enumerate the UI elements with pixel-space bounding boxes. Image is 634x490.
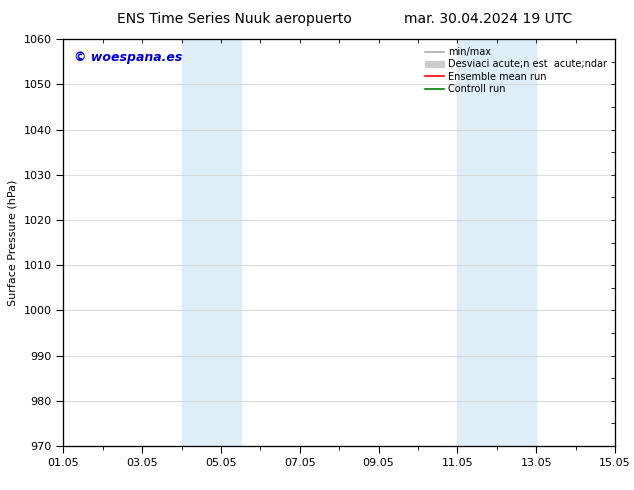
Text: ENS Time Series Nuuk aeropuerto: ENS Time Series Nuuk aeropuerto (117, 12, 352, 26)
Bar (457, 39, 536, 446)
Text: mar. 30.04.2024 19 UTC: mar. 30.04.2024 19 UTC (404, 12, 573, 26)
Legend: min/max, Desviaci acute;n est  acute;ndar, Ensemble mean run, Controll run: min/max, Desviaci acute;n est acute;ndar… (422, 44, 610, 97)
Bar (181, 39, 241, 446)
Text: © woespana.es: © woespana.es (74, 51, 183, 64)
Y-axis label: Surface Pressure (hPa): Surface Pressure (hPa) (8, 179, 18, 306)
